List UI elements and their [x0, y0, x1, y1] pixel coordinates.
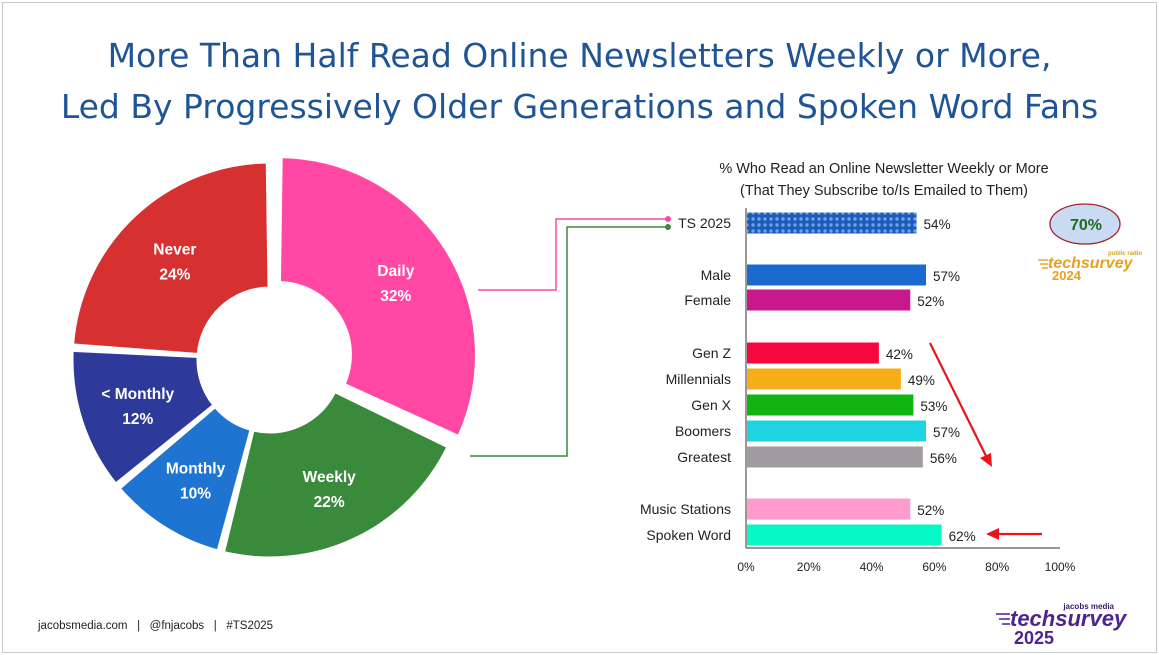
title-line-2: Led By Progressively Older Generations a…	[60, 87, 1099, 126]
bar-gen-z	[747, 342, 879, 364]
bar-category-label: Greatest	[677, 449, 731, 465]
title-line-1: More Than Half Read Online Newsletters W…	[107, 36, 1052, 75]
logo-2024-main: techsurvey	[1048, 255, 1134, 272]
footer-site: jacobsmedia.com	[38, 620, 128, 632]
bar-value-label: 42%	[886, 347, 913, 362]
logo-2024-year: 2024	[1052, 268, 1082, 282]
donut-chart: Daily 32% Weekly 22% Monthly 10% < Monthly 12% N…	[70, 155, 478, 560]
bar-x-tick-label: 20%	[797, 560, 821, 574]
bar-x-tick-label: 40%	[860, 560, 884, 574]
bar-category-label: Gen Z	[692, 345, 731, 361]
bar-value-label: 56%	[930, 451, 957, 466]
footer-tag: #TS2025	[226, 620, 274, 632]
generation-trend-arrow	[929, 342, 989, 461]
bar-category-label: Millennials	[666, 371, 731, 387]
daily-connector-dot	[665, 216, 671, 222]
bar-value-label: 52%	[917, 294, 944, 309]
weekly-connector-line	[470, 226, 668, 457]
bar-value-label: 49%	[908, 373, 935, 388]
bar-chart-title-line-2: (That They Subscribe to/Is Emailed to Th…	[740, 183, 1028, 199]
daily-connector-line	[478, 218, 668, 291]
footer-sep-1: |	[137, 620, 141, 632]
bar-male	[747, 264, 926, 286]
bar-chart: % Who Read an Online Newsletter Weekly o…	[640, 161, 1076, 574]
bar-category-label: Male	[701, 267, 732, 283]
bar-value-label: 57%	[933, 269, 960, 284]
bar-x-tick-label: 80%	[985, 560, 1009, 574]
donut-slice-never	[70, 160, 271, 357]
bar-x-tick-label: 60%	[922, 560, 946, 574]
bar-female	[747, 289, 911, 311]
generation-trend-arrowhead	[980, 453, 992, 467]
footer-sep-2: |	[213, 620, 217, 632]
trend-arrows	[929, 342, 1042, 540]
bar-x-tick-label: 100%	[1045, 560, 1076, 574]
bar-value-label: 54%	[924, 217, 951, 232]
donut-category-label: Monthly	[166, 460, 226, 477]
bar-spoken-word	[747, 524, 942, 546]
donut-category-label: < Monthly	[101, 386, 174, 403]
bar-millennials	[747, 368, 901, 390]
donut-category-label: Weekly	[303, 469, 357, 486]
bar-x-tick-label: 0%	[737, 560, 755, 574]
donut-value-label: 24%	[159, 267, 190, 284]
donut-value-label: 32%	[380, 288, 411, 305]
bar-chart-title-line-1: % Who Read an Online Newsletter Weekly o…	[719, 161, 1048, 177]
bar-category-label: Boomers	[675, 423, 731, 439]
donut-value-label: 22%	[314, 494, 345, 511]
donut-slice-daily	[277, 155, 478, 439]
donut-slice-monthly	[117, 404, 253, 553]
weekly-connector-dot	[665, 224, 671, 230]
footer-handle: @fnjacobs	[149, 620, 205, 632]
techsurvey-2024-logo: public radio techsurvey 2024	[1038, 248, 1148, 283]
donut-category-label: Never	[153, 242, 196, 259]
ts2024-badge-value: 70%	[1070, 217, 1102, 234]
bar-category-label: Music Stations	[640, 501, 731, 517]
bar-ts-2025	[747, 212, 917, 234]
bar-category-label: Gen X	[691, 397, 731, 413]
bar-gen-x	[747, 394, 914, 416]
bar-music-stations	[747, 498, 911, 520]
bar-category-label: Spoken Word	[646, 527, 731, 543]
logo-2025-year: 2025	[1014, 628, 1054, 646]
bar-value-label: 52%	[917, 503, 944, 518]
spoken-word-arrowhead	[986, 528, 999, 540]
donut-value-label: 12%	[122, 411, 153, 428]
logo-2025-top: jacobs media	[1062, 602, 1114, 611]
bar-category-label: Female	[684, 292, 731, 308]
footer: jacobsmedia.com | @fnjacobs | #TS2025	[38, 620, 273, 632]
logo-2024-top: public radio	[1108, 251, 1142, 257]
ts2024-badge: 70%	[1049, 203, 1121, 245]
bar-greatest	[747, 446, 923, 468]
slide-title: More Than Half Read Online Newsletters W…	[0, 30, 1159, 132]
bar-category-label: TS 2025	[678, 215, 731, 231]
bar-value-label: 53%	[920, 399, 947, 414]
connector-lines	[470, 216, 671, 457]
techsurvey-2025-logo: jacobs media techsurvey 2025	[996, 600, 1146, 648]
logo-2025-main: techsurvey	[1010, 606, 1128, 631]
donut-slice-weekly	[221, 389, 450, 560]
donut-value-label: 10%	[180, 485, 211, 502]
bar-value-label: 57%	[933, 425, 960, 440]
donut-category-label: Daily	[377, 263, 414, 280]
donut-slice-monthly	[70, 348, 216, 487]
bar-value-label: 62%	[949, 529, 976, 544]
bar-boomers	[747, 420, 926, 442]
